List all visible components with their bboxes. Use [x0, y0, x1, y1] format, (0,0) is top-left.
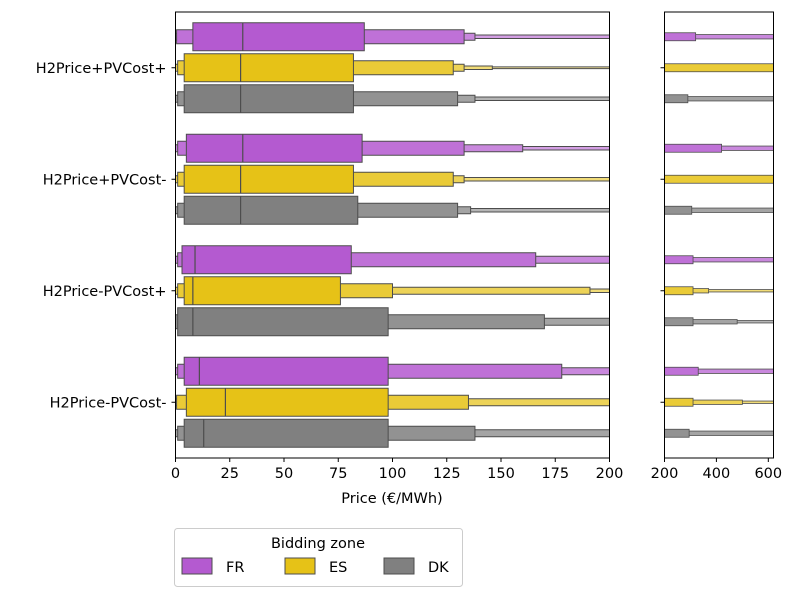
legend-entries: FR ES DK — [181, 557, 449, 576]
inset-level-es-2 — [664, 289, 774, 293]
category-label: H2Price-PVCost- — [50, 395, 167, 411]
legend-label-es: ES — [329, 560, 347, 576]
x-tick-label: 100 — [379, 466, 407, 482]
inset-level-fr-0 — [664, 32, 697, 42]
category-label: H2Price-PVCost+ — [43, 284, 167, 300]
inset-level-dk-1 — [664, 207, 774, 213]
box-level-es-0 — [183, 276, 341, 306]
box-level-dk-0 — [183, 418, 389, 448]
inset-level-fr-0 — [664, 366, 699, 376]
inset-level-dk-1 — [664, 430, 774, 436]
box-level-dk-0 — [183, 195, 359, 225]
x-tick-label: 200 — [596, 466, 624, 482]
x-tick-label: 150 — [487, 466, 515, 482]
legend-swatch-dk — [383, 557, 415, 575]
box-level-es-0 — [185, 387, 389, 417]
box-level-es-0 — [183, 53, 354, 83]
inset-level-dk-1 — [664, 96, 774, 102]
box-level-fr-0 — [183, 356, 389, 386]
box-level-dk-0 — [177, 307, 389, 337]
inset-level-dk-0 — [664, 428, 690, 438]
legend-label-dk: DK — [428, 560, 449, 576]
legend-swatch-fr — [181, 557, 213, 575]
box-level-fr-0 — [185, 133, 363, 163]
inset-level-es-0 — [664, 286, 694, 296]
legend-title: Bidding zone — [271, 536, 365, 552]
box-level-fr-0 — [192, 22, 365, 52]
inset-plot-area — [664, 32, 774, 438]
main-plot-area — [175, 22, 610, 448]
x-tick-label: 0 — [171, 466, 180, 482]
x-tick-label: 75 — [329, 466, 347, 482]
inset-level-fr-1 — [664, 34, 774, 40]
category-label: H2Price+PVCost- — [43, 172, 167, 188]
inset-level-dk-0 — [664, 94, 689, 104]
inset-level-dk-0 — [664, 317, 694, 327]
main-axes-frame — [175, 11, 610, 459]
box-level-dk-0 — [183, 84, 354, 114]
inset-level-es-1 — [664, 399, 743, 405]
inset-level-es-0 — [664, 63, 774, 73]
x-axis-label: Price (€/MWh) — [341, 491, 442, 507]
inset-level-fr-1 — [664, 368, 774, 374]
inset-level-es-0 — [664, 174, 774, 184]
x-tick-label: 175 — [541, 466, 569, 482]
box-level-fr-0 — [181, 245, 352, 275]
legend-label-fr: FR — [226, 560, 244, 576]
inset-level-fr-0 — [664, 255, 694, 265]
main-x-ticks: 0 25 50 75 100 125 150 175 200 — [171, 458, 623, 482]
x-tick-label: 50 — [275, 466, 293, 482]
legend-swatch-es — [284, 557, 316, 575]
inset-x-ticks: 200 400 600 — [651, 458, 782, 482]
category-label: H2Price+PVCost+ — [36, 61, 167, 77]
legend: Bidding zone FR ES DK — [174, 528, 463, 587]
inset-level-dk-0 — [664, 205, 693, 215]
inset-level-fr-1 — [664, 257, 774, 263]
x-tick-label: 25 — [221, 466, 239, 482]
inset-level-dk-1 — [664, 319, 738, 325]
inset-x-tick-label: 400 — [703, 466, 731, 482]
box-level-es-0 — [183, 164, 354, 194]
inset-axes-frame — [664, 11, 774, 459]
inset-x-tick-label: 600 — [754, 466, 782, 482]
inset-level-es-0 — [664, 397, 694, 407]
x-tick-label: 125 — [433, 466, 461, 482]
inset-level-fr-0 — [664, 143, 722, 153]
category-labels: H2Price+PVCost+ H2Price+PVCost- H2Price-PV… — [36, 61, 665, 411]
inset-x-tick-label: 200 — [651, 466, 679, 482]
